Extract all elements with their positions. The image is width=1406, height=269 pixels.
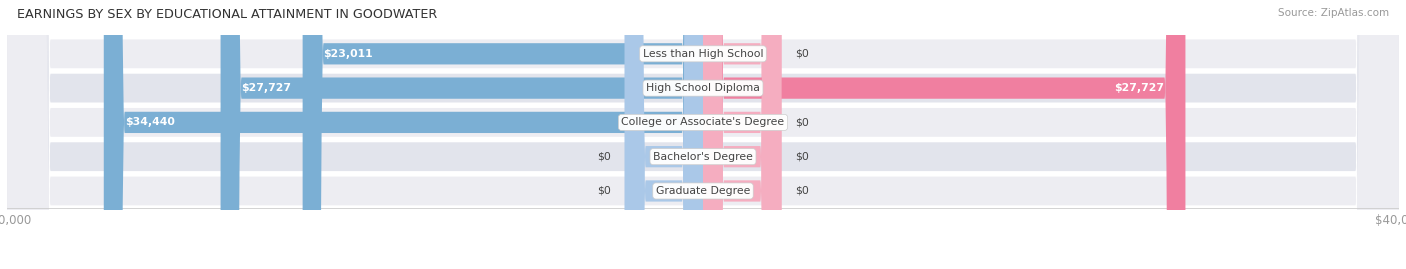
Text: $27,727: $27,727 [242, 83, 291, 93]
Text: Source: ZipAtlas.com: Source: ZipAtlas.com [1278, 8, 1389, 18]
Text: High School Diploma: High School Diploma [647, 83, 759, 93]
FancyBboxPatch shape [7, 0, 1399, 269]
FancyBboxPatch shape [7, 0, 1399, 269]
FancyBboxPatch shape [221, 0, 703, 269]
FancyBboxPatch shape [703, 0, 782, 269]
Text: College or Associate's Degree: College or Associate's Degree [621, 117, 785, 128]
Text: $27,727: $27,727 [1115, 83, 1164, 93]
Text: EARNINGS BY SEX BY EDUCATIONAL ATTAINMENT IN GOODWATER: EARNINGS BY SEX BY EDUCATIONAL ATTAINMEN… [17, 8, 437, 21]
Text: Graduate Degree: Graduate Degree [655, 186, 751, 196]
FancyBboxPatch shape [7, 0, 1399, 269]
FancyBboxPatch shape [302, 0, 703, 269]
FancyBboxPatch shape [624, 0, 703, 269]
FancyBboxPatch shape [703, 0, 1185, 269]
Text: $23,011: $23,011 [323, 49, 373, 59]
FancyBboxPatch shape [703, 0, 782, 269]
Text: $34,440: $34,440 [125, 117, 174, 128]
Text: $0: $0 [796, 152, 808, 162]
FancyBboxPatch shape [703, 0, 782, 269]
Text: $0: $0 [796, 49, 808, 59]
Text: $0: $0 [598, 186, 610, 196]
FancyBboxPatch shape [104, 0, 703, 269]
Text: $0: $0 [796, 117, 808, 128]
FancyBboxPatch shape [624, 0, 703, 269]
FancyBboxPatch shape [7, 0, 1399, 269]
Text: Less than High School: Less than High School [643, 49, 763, 59]
Text: $0: $0 [598, 152, 610, 162]
Text: $0: $0 [796, 186, 808, 196]
FancyBboxPatch shape [7, 0, 1399, 269]
FancyBboxPatch shape [703, 0, 782, 269]
Text: Bachelor's Degree: Bachelor's Degree [652, 152, 754, 162]
